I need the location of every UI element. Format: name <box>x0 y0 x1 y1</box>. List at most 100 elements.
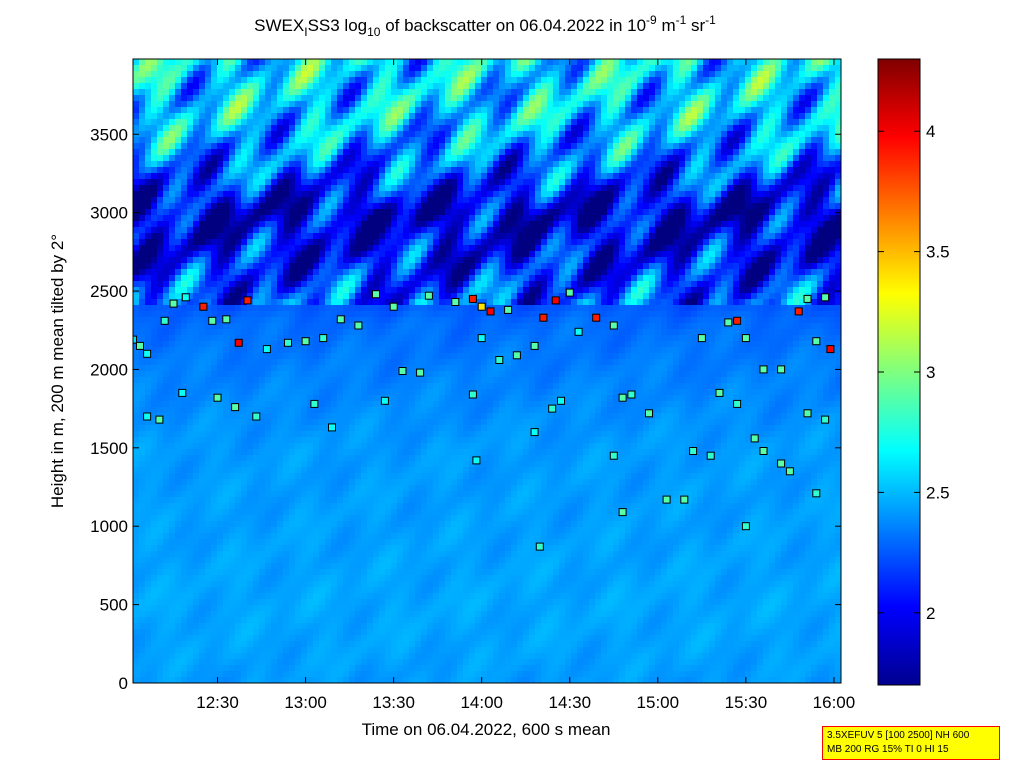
heatmap-cell <box>727 137 734 144</box>
heatmap-cell <box>367 203 374 210</box>
heatmap-cell <box>145 191 152 198</box>
heatmap-cell <box>481 251 488 258</box>
heatmap-cell <box>247 305 254 312</box>
heatmap-cell <box>709 83 716 90</box>
heatmap-cell <box>619 119 626 126</box>
heatmap-cell <box>331 281 338 288</box>
heatmap-cell <box>667 245 674 252</box>
heatmap-cell <box>535 305 542 312</box>
heatmap-cell <box>613 131 620 138</box>
heatmap-cell <box>535 137 542 144</box>
heatmap-cell <box>511 299 518 306</box>
heatmap-cell <box>799 155 806 162</box>
heatmap-cell <box>625 305 632 312</box>
heatmap-cell <box>715 251 722 258</box>
heatmap-cell <box>223 191 230 198</box>
heatmap-cell <box>361 149 368 156</box>
heatmap-cell <box>529 59 536 66</box>
heatmap-cell <box>463 221 470 228</box>
heatmap-cell <box>595 281 602 288</box>
heatmap-cell <box>283 215 290 222</box>
heatmap-cell <box>565 65 572 72</box>
heatmap-cell <box>325 245 332 252</box>
heatmap-cell <box>487 89 494 96</box>
heatmap-cell <box>139 209 146 216</box>
heatmap-cell <box>691 137 698 144</box>
heatmap-cell <box>775 167 782 174</box>
heatmap-cell <box>427 263 434 270</box>
heatmap-cell <box>169 167 176 174</box>
heatmap-cell <box>679 65 686 72</box>
heatmap-cell <box>583 227 590 234</box>
heatmap-cell <box>373 59 380 66</box>
heatmap-cell <box>259 197 266 204</box>
heatmap-cell <box>481 89 488 96</box>
heatmap-cell <box>427 161 434 168</box>
heatmap-cell <box>457 161 464 168</box>
heatmap-cell <box>265 107 272 114</box>
heatmap-cell <box>343 65 350 72</box>
heatmap-cell <box>133 125 140 132</box>
heatmap-cell <box>343 299 350 306</box>
heatmap-cell <box>301 167 308 174</box>
heatmap-cell <box>733 131 740 138</box>
heatmap-cell <box>133 215 140 222</box>
heatmap-cell <box>463 287 470 294</box>
heatmap-cell <box>589 113 596 120</box>
heatmap-cell <box>259 89 266 96</box>
heatmap-cell <box>379 125 386 132</box>
heatmap-cell <box>385 293 392 300</box>
heatmap-cell <box>157 71 164 78</box>
heatmap-cell <box>637 125 644 132</box>
heatmap-cell <box>595 239 602 246</box>
heatmap-cell <box>667 293 674 300</box>
heatmap-cell <box>379 113 386 120</box>
heatmap-cell <box>679 215 686 222</box>
heatmap-cell <box>271 191 278 198</box>
heatmap-cell <box>343 179 350 186</box>
heatmap-cell <box>307 245 314 252</box>
heatmap-cell <box>565 107 572 114</box>
heatmap-cell <box>397 83 404 90</box>
heatmap-cell <box>241 227 248 234</box>
heatmap-cell <box>199 293 206 300</box>
heatmap-cell <box>607 275 614 282</box>
heatmap-cell <box>541 221 548 228</box>
heatmap-cell <box>553 89 560 96</box>
heatmap-cell <box>163 95 170 102</box>
heatmap-cell <box>571 155 578 162</box>
heatmap-cell <box>253 233 260 240</box>
heatmap-cell <box>535 281 542 288</box>
heatmap-cell <box>163 125 170 132</box>
heatmap-cell <box>583 113 590 120</box>
heatmap-cell <box>835 113 841 120</box>
heatmap-cell <box>373 227 380 234</box>
heatmap-cell <box>307 59 314 66</box>
heatmap-cell <box>739 287 746 294</box>
heatmap-cell <box>385 269 392 276</box>
heatmap-cell <box>355 209 362 216</box>
heatmap-cell <box>583 263 590 270</box>
heatmap-cell <box>343 59 350 66</box>
heatmap-cell <box>643 89 650 96</box>
heatmap-cell <box>253 95 260 102</box>
heatmap-cell <box>403 263 410 270</box>
heatmap-cell <box>211 209 218 216</box>
heatmap-cell <box>379 65 386 72</box>
heatmap-cell <box>355 161 362 168</box>
heatmap-cell <box>697 245 704 252</box>
heatmap-cell <box>265 185 272 192</box>
heatmap-cell <box>205 185 212 192</box>
heatmap-cell <box>451 233 458 240</box>
heatmap-cell <box>241 95 248 102</box>
heatmap-cell <box>529 71 536 78</box>
heatmap-cell <box>517 149 524 156</box>
heatmap-cell <box>697 299 704 306</box>
heatmap-cell <box>823 167 830 174</box>
heatmap-cell <box>331 287 338 294</box>
heatmap-cell <box>739 137 746 144</box>
heatmap-cell <box>271 131 278 138</box>
heatmap-cell <box>763 173 770 180</box>
heatmap-cell <box>199 239 206 246</box>
heatmap-cell <box>313 299 320 306</box>
